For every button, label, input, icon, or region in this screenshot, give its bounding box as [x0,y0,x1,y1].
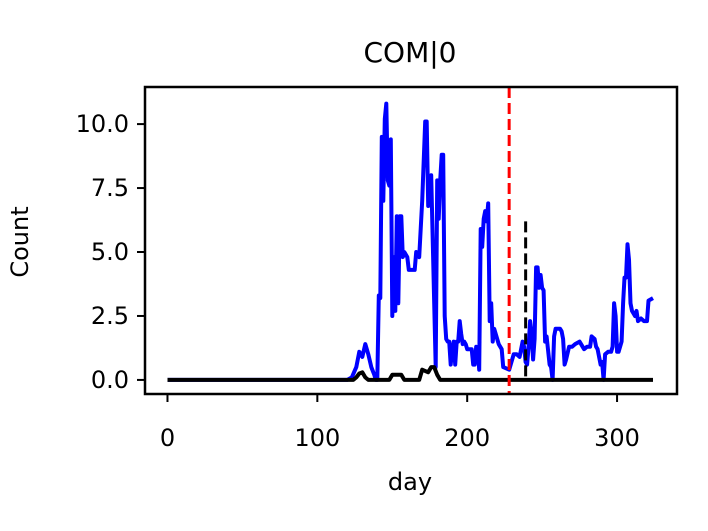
series-line-1 [167,365,653,382]
chart-title: COM|0 [364,36,457,69]
y-tick-label: 10.0 [76,110,129,138]
axes-border [143,85,679,396]
y-tick-label: 5.0 [91,238,129,266]
plot-area [167,87,654,394]
y-tick-label: 2.5 [91,302,129,330]
x-tick-label: 300 [594,424,640,452]
x-tick-label: 0 [160,424,175,452]
y-tick-label: 7.5 [91,174,129,202]
y-axis: 0.0 2.5 5.0 7.5 10.0 [76,110,145,394]
x-tick-label: 100 [294,424,340,452]
y-tick-label: 0.0 [91,366,129,394]
x-axis-label: day [388,468,432,496]
x-tick-label: 200 [444,424,490,452]
x-axis: 0 100 200 300 [160,394,640,452]
series-line-0 [167,101,654,382]
axes-frame [143,85,679,396]
y-axis-label: Count [6,206,34,277]
